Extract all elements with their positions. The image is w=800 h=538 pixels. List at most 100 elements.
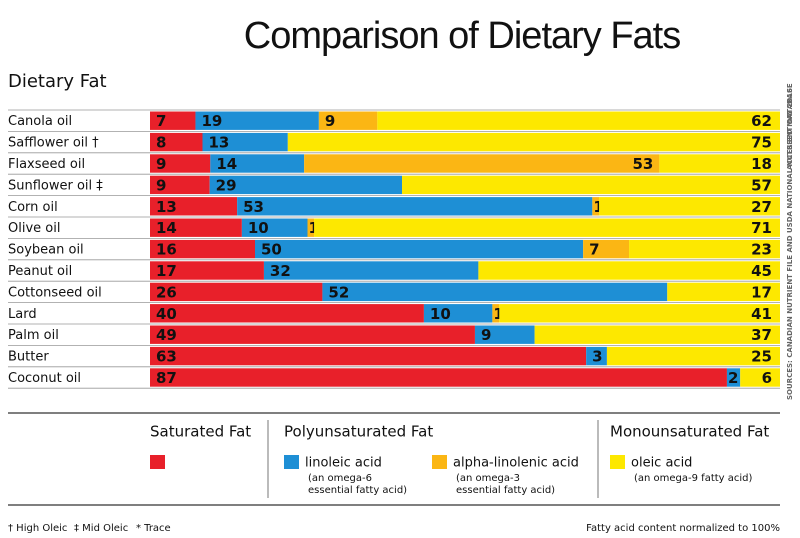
- value-label: 9: [156, 155, 166, 173]
- bar-segment: [304, 154, 660, 173]
- bar-segment: [150, 132, 203, 152]
- legend-note: essential fatty acid): [308, 485, 407, 496]
- bar-segment: [599, 197, 780, 216]
- value-label: 71: [751, 219, 772, 237]
- bar-segment: [423, 304, 493, 323]
- legend-label: linoleic acid: [305, 456, 382, 471]
- value-label: 9: [481, 326, 491, 344]
- category-label: Peanut oil: [8, 264, 72, 279]
- source: ACCESSED MAY 2016: [786, 88, 794, 170]
- value-label: 3: [592, 348, 602, 366]
- value-label: 26: [156, 283, 177, 301]
- value-label: 32: [270, 262, 291, 280]
- value-label: 25: [751, 348, 772, 366]
- legend-label: alpha-linolenic acid: [453, 456, 579, 471]
- value-label: 8: [156, 134, 166, 152]
- value-label: 14: [156, 219, 177, 237]
- footnote: † High Oleic: [8, 523, 67, 534]
- value-label: 57: [751, 176, 772, 194]
- bar-segment: [209, 175, 402, 195]
- legend-note: (an omega-6: [308, 473, 372, 484]
- bar-segment: [150, 304, 424, 323]
- bar-segment: [150, 368, 727, 387]
- bar-segment: [150, 175, 210, 195]
- value-label: 19: [201, 112, 222, 130]
- bar-segment: [318, 111, 378, 130]
- legend-swatch: [150, 455, 165, 469]
- value-label: 27: [751, 198, 772, 216]
- bar-segment: [492, 304, 500, 323]
- value-label: 17: [156, 262, 177, 280]
- value-label: 37: [751, 326, 772, 344]
- bar-segment: [150, 239, 255, 259]
- bar-segment: [726, 368, 741, 387]
- footnote: * Trace: [136, 523, 171, 534]
- bar-segment: [534, 325, 780, 344]
- value-label: 23: [751, 241, 772, 259]
- category-label: Lard: [8, 307, 37, 322]
- source: SOURCES: CANADIAN NUTRIENT FILE AND USDA…: [786, 83, 794, 400]
- bar-segment: [150, 282, 323, 302]
- bar-segment: [322, 282, 668, 302]
- bar-segment: [629, 239, 780, 259]
- value-label: 41: [751, 305, 772, 323]
- legend-header: Polyunsaturated Fat: [284, 423, 433, 441]
- bar-segment: [150, 325, 475, 344]
- category-header: Dietary Fat: [8, 71, 107, 92]
- bar-segment: [377, 111, 780, 130]
- bar-segment: [150, 218, 242, 237]
- value-label: 6: [762, 369, 772, 387]
- bar-segment: [606, 346, 780, 366]
- chart-title: Comparison of Dietary Fats: [244, 15, 681, 57]
- bar-segment: [583, 239, 630, 259]
- bar-segment: [150, 197, 238, 216]
- category-label: Corn oil: [8, 200, 58, 215]
- value-label: 10: [430, 305, 451, 323]
- value-label: 9: [325, 112, 335, 130]
- value-label: 53: [632, 155, 653, 173]
- value-label: 53: [243, 198, 264, 216]
- legend-note: (an omega-3: [456, 473, 520, 484]
- value-label: 14: [216, 155, 237, 173]
- value-label: 40: [156, 305, 177, 323]
- value-label: 10: [248, 219, 269, 237]
- value-label: 50: [261, 241, 282, 259]
- legend-note: (an omega-9 fatty acid): [634, 473, 753, 484]
- legend-label: oleic acid: [631, 456, 692, 471]
- value-label: 13: [209, 134, 230, 152]
- bar-segment: [474, 325, 535, 344]
- bar-segment: [667, 282, 780, 302]
- value-label: 1: [593, 198, 603, 216]
- legend-swatch: [284, 455, 299, 469]
- category-label: Palm oil: [8, 328, 59, 343]
- bar-segment: [740, 368, 780, 387]
- value-label: 18: [751, 155, 772, 173]
- value-label: 63: [156, 348, 177, 366]
- category-label: Soybean oil: [8, 243, 84, 258]
- value-label: 75: [751, 134, 772, 152]
- value-label: 1: [493, 305, 503, 323]
- bar-segment: [237, 197, 593, 216]
- category-label: Olive oil: [8, 221, 60, 236]
- category-label: Flaxseed oil: [8, 157, 85, 172]
- category-label: Cottonseed oil: [8, 285, 102, 300]
- bar-segment: [592, 197, 600, 216]
- category-label: Canola oil: [8, 114, 72, 129]
- bar-segment: [586, 346, 607, 366]
- category-label: Coconut oil: [8, 371, 81, 386]
- value-label: 87: [156, 369, 177, 387]
- value-label: 29: [216, 176, 237, 194]
- bar-segment: [195, 111, 319, 130]
- value-label: 7: [156, 112, 166, 130]
- legend-header: Saturated Fat: [150, 423, 251, 441]
- bar-segment: [150, 261, 264, 280]
- bar-segment: [150, 154, 211, 173]
- bar-segment: [314, 218, 780, 237]
- value-label: 45: [751, 262, 772, 280]
- bar-segment: [478, 261, 780, 280]
- bar-segment: [402, 175, 780, 195]
- value-label: 9: [156, 176, 166, 194]
- bar-segment: [241, 218, 308, 237]
- value-label: 49: [156, 326, 177, 344]
- value-label: 2: [728, 369, 738, 387]
